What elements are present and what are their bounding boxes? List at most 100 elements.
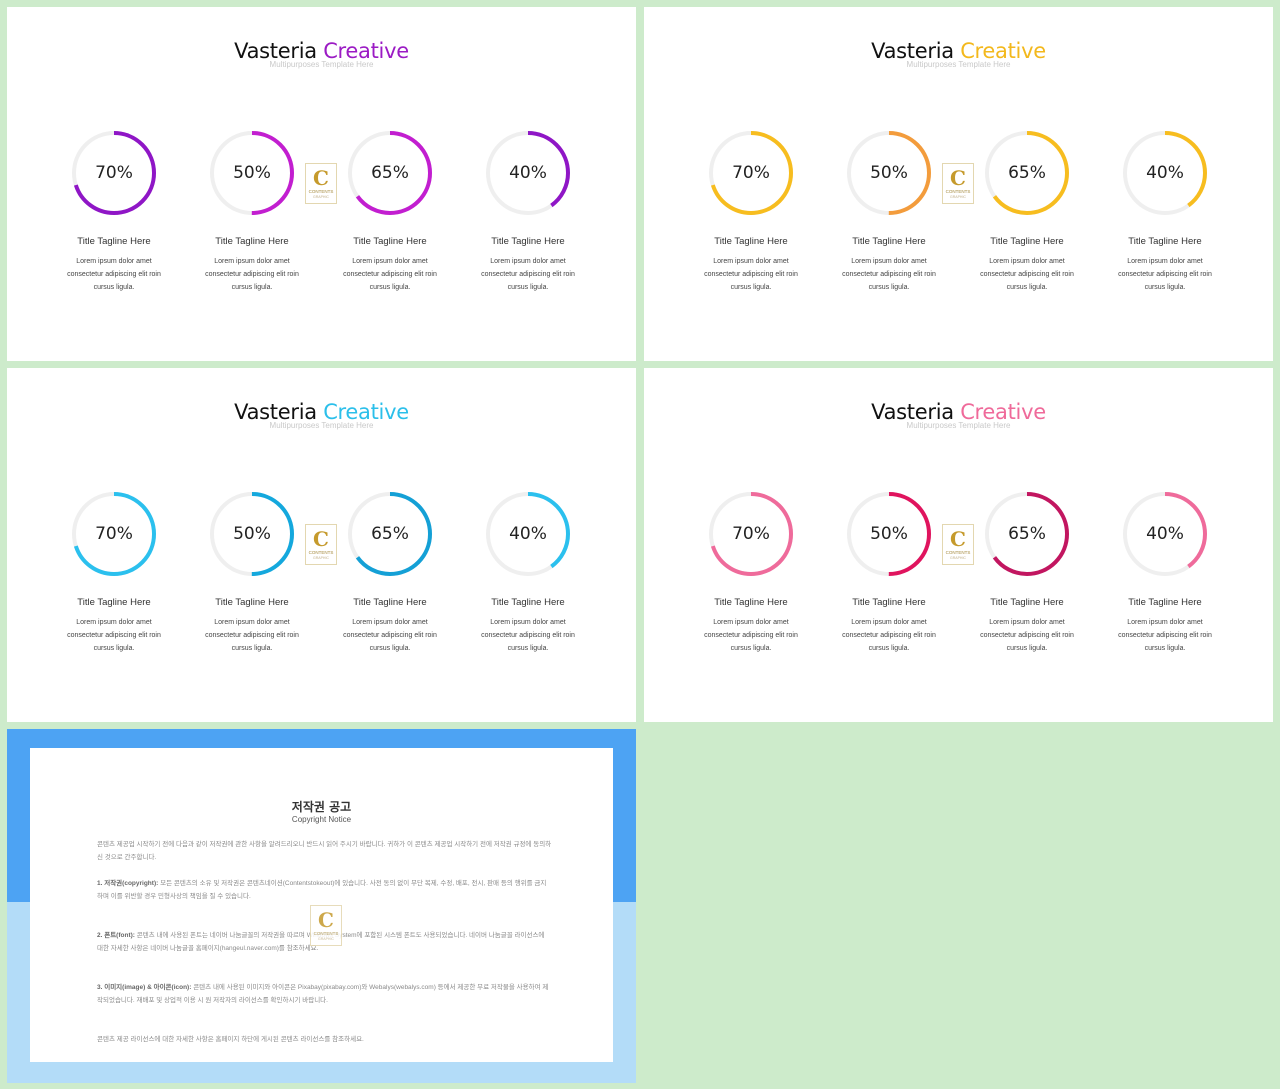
- gauge: 65%: [983, 129, 1071, 217]
- copyright-subtitle: Copyright Notice: [291, 815, 352, 824]
- gauge: 50%: [208, 129, 296, 217]
- gauge-arc: [210, 492, 294, 576]
- caption-text: Lorem ipsum dolor amet consectetur adipis…: [67, 619, 161, 652]
- caption-title: Title Tagline Here: [353, 597, 427, 608]
- caption-text: Lorem ipsum dolor amet consectetur adipis…: [67, 258, 161, 291]
- gauge-percent: 40%: [509, 524, 547, 544]
- slide-title-accent: Creative: [960, 400, 1046, 424]
- gauge: 70%: [70, 129, 158, 217]
- slide-title-accent: Creative: [960, 39, 1046, 63]
- caption-text: Lorem ipsum dolor amet consectetur adipis…: [481, 258, 575, 291]
- gauge-arc: [348, 131, 432, 215]
- caption-text: Lorem ipsum dolor amet consectetur adipis…: [980, 258, 1074, 291]
- contents-logo: C CONTENTS GRAPHIC: [305, 524, 337, 565]
- gauge-percent: 50%: [870, 163, 908, 183]
- slide-purple: Vasteria Creative Multipurposes Template…: [7, 7, 636, 361]
- slide-subtitle: Multipurposes Template Here: [906, 60, 1011, 69]
- caption-title: Title Tagline Here: [714, 236, 788, 247]
- gauge-percent: 40%: [1146, 524, 1184, 544]
- copyright-section-3: 3. 이미지(image) & 아이콘(icon): 콘텐츠 내에 사용된 이미…: [97, 984, 549, 1004]
- gauge-arc: [72, 131, 156, 215]
- caption-text: Lorem ipsum dolor amet consectetur adipis…: [1118, 258, 1212, 291]
- caption-title: Title Tagline Here: [353, 236, 427, 247]
- caption-text: Lorem ipsum dolor amet consectetur adipis…: [704, 619, 798, 652]
- slide-pink: Vasteria Creative Multipurposes Template…: [644, 368, 1273, 722]
- gauge-arc: [847, 492, 931, 576]
- slide-title-accent: Creative: [323, 39, 409, 63]
- caption-text: Lorem ipsum dolor amet consectetur adipis…: [704, 258, 798, 291]
- gauge-percent: 40%: [1146, 163, 1184, 183]
- caption-title: Title Tagline Here: [990, 597, 1064, 608]
- caption-title: Title Tagline Here: [215, 597, 289, 608]
- caption-text: Lorem ipsum dolor amet consectetur adipis…: [842, 258, 936, 291]
- caption-text: Lorem ipsum dolor amet consectetur adipis…: [1118, 619, 1212, 652]
- gauge-percent: 70%: [95, 524, 133, 544]
- gauge-percent: 50%: [233, 524, 271, 544]
- gauge-arc: [985, 492, 1069, 576]
- gauge-arc: [1123, 492, 1207, 576]
- gauge-arc: [709, 131, 793, 215]
- caption-text: Lorem ipsum dolor amet consectetur adipis…: [481, 619, 575, 652]
- caption-title: Title Tagline Here: [1128, 236, 1202, 247]
- slide-title: Vasteria Creative: [871, 39, 1046, 63]
- caption-text: Lorem ipsum dolor amet consectetur adipis…: [980, 619, 1074, 652]
- slide-title: Vasteria Creative: [234, 39, 409, 63]
- gauge-percent: 70%: [732, 524, 770, 544]
- caption-title: Title Tagline Here: [215, 236, 289, 247]
- gauge-percent: 65%: [371, 163, 409, 183]
- gauge: 65%: [983, 490, 1071, 578]
- gauge: 40%: [1121, 129, 1209, 217]
- gauge-percent: 70%: [732, 163, 770, 183]
- gauge-percent: 70%: [95, 163, 133, 183]
- caption-text: Lorem ipsum dolor amet consectetur adipis…: [205, 619, 299, 652]
- slide-title: Vasteria Creative: [234, 400, 409, 424]
- slide-title-accent: Creative: [323, 400, 409, 424]
- slide-title: Vasteria Creative: [871, 400, 1046, 424]
- copyright-paper: 저작권 공고 Copyright Notice 콘텐츠 제공업 시작하기 전에 …: [30, 748, 613, 1062]
- gauge: 50%: [208, 490, 296, 578]
- gauge-percent: 65%: [1008, 524, 1046, 544]
- gauge-arc: [486, 492, 570, 576]
- gauge-arc: [72, 492, 156, 576]
- gauge-arc: [486, 131, 570, 215]
- gauge: 65%: [346, 129, 434, 217]
- gauge-arc: [847, 131, 931, 215]
- caption-title: Title Tagline Here: [714, 597, 788, 608]
- contents-logo: C CONTENTS GRAPHIC: [942, 524, 974, 565]
- gauge-percent: 65%: [1008, 163, 1046, 183]
- gauge-arc: [1123, 131, 1207, 215]
- gauge-arc: [709, 492, 793, 576]
- slide-copyright: 저작권 공고 Copyright Notice 콘텐츠 제공업 시작하기 전에 …: [7, 729, 636, 1083]
- gauge: 40%: [1121, 490, 1209, 578]
- caption-text: Lorem ipsum dolor amet consectetur adipis…: [343, 258, 437, 291]
- copyright-title: 저작권 공고: [291, 800, 352, 814]
- caption-title: Title Tagline Here: [1128, 597, 1202, 608]
- caption-title: Title Tagline Here: [852, 597, 926, 608]
- gauge-arc: [210, 131, 294, 215]
- gauge: 40%: [484, 129, 572, 217]
- caption-title: Title Tagline Here: [491, 597, 565, 608]
- copyright-section-1: 1. 저작권(copyright): 모든 콘텐츠의 소유 및 저작권은 콘텐츠…: [97, 880, 547, 900]
- gauge-arc: [348, 492, 432, 576]
- gauge: 70%: [707, 129, 795, 217]
- slide-subtitle: Multipurposes Template Here: [269, 421, 374, 430]
- contents-logo: C CONTENTS GRAPHIC: [305, 163, 337, 204]
- gauge: 50%: [845, 490, 933, 578]
- contents-logo: C CONTENTS GRAPHIC: [310, 905, 342, 946]
- gauge-percent: 65%: [371, 524, 409, 544]
- caption-text: Lorem ipsum dolor amet consectetur adipis…: [343, 619, 437, 652]
- gauge: 50%: [845, 129, 933, 217]
- caption-title: Title Tagline Here: [990, 236, 1064, 247]
- caption-text: Lorem ipsum dolor amet consectetur adipis…: [842, 619, 936, 652]
- gauge-percent: 50%: [233, 163, 271, 183]
- gauge: 65%: [346, 490, 434, 578]
- copyright-intro: 콘텐츠 제공업 시작하기 전에 다음과 같이 저작권에 관한 사항을 알려드리오…: [97, 841, 552, 861]
- gauge: 70%: [70, 490, 158, 578]
- gauge-percent: 50%: [870, 524, 908, 544]
- caption-text: Lorem ipsum dolor amet consectetur adipis…: [205, 258, 299, 291]
- gauge-percent: 40%: [509, 163, 547, 183]
- slide-blue: Vasteria Creative Multipurposes Template…: [7, 368, 636, 722]
- caption-title: Title Tagline Here: [77, 597, 151, 608]
- slide-subtitle: Multipurposes Template Here: [269, 60, 374, 69]
- caption-title: Title Tagline Here: [491, 236, 565, 247]
